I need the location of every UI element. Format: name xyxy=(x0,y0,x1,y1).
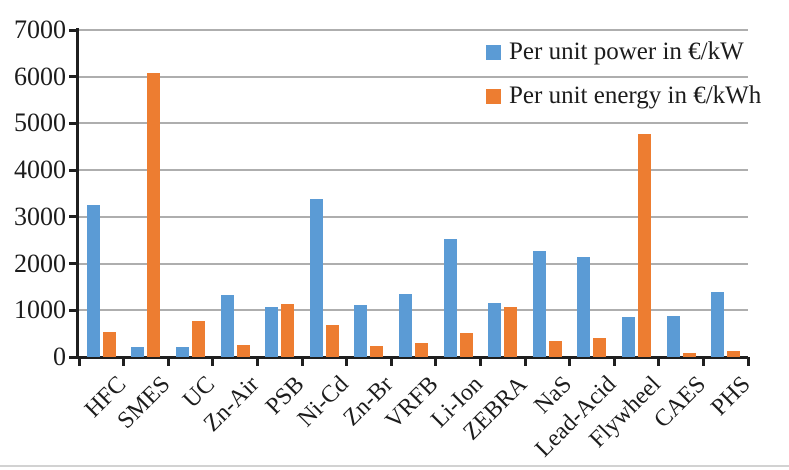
bar-energy-HFC xyxy=(102,331,116,357)
bar-power-UC xyxy=(176,346,189,357)
gridline-7000 xyxy=(79,29,748,31)
y-tick-3000 xyxy=(69,215,79,219)
legend: Per unit power in €/kW Per unit energy i… xyxy=(486,38,761,126)
gridline-3000 xyxy=(79,215,748,218)
x-axis-tick xyxy=(434,357,438,366)
gridline-4000 xyxy=(79,169,748,172)
x-axis-tick xyxy=(166,357,170,366)
y-tick-5000 xyxy=(69,121,79,125)
y-tick-label-1000: 1000 xyxy=(14,295,66,325)
bar-power-Lead-Acid xyxy=(577,256,591,357)
y-tick-label-0: 0 xyxy=(53,342,66,371)
bar-energy-Zn-Air xyxy=(236,345,250,357)
x-axis-tick xyxy=(568,357,572,366)
bar-energy-Li-Ion xyxy=(459,333,473,357)
bar-power-SMES xyxy=(131,346,145,357)
bar-power-VRFB xyxy=(399,293,412,357)
bar-energy-SMES xyxy=(147,72,161,357)
bar-power-Flywheel xyxy=(622,317,635,357)
legend-item-energy: Per unit energy in €/kWh xyxy=(486,82,761,110)
bar-power-HFC xyxy=(86,205,100,357)
y-tick-0 xyxy=(69,355,79,359)
y-tick-6000 xyxy=(69,75,79,79)
figure-bottom-border xyxy=(0,465,789,467)
bar-energy-NaS xyxy=(548,340,562,357)
gridline-6000 xyxy=(79,75,748,78)
gridline-1000 xyxy=(79,309,748,312)
bar-energy-Flywheel xyxy=(638,133,651,357)
y-tick-2000 xyxy=(69,262,79,266)
y-tick-1000 xyxy=(69,308,79,312)
y-axis-line xyxy=(76,28,79,359)
bar-power-PSB xyxy=(265,306,279,357)
bar-power-PHS xyxy=(711,292,725,357)
x-axis-tick xyxy=(77,357,81,366)
gridline-5000 xyxy=(79,122,748,125)
bar-energy-PHS xyxy=(727,351,741,357)
x-axis-tick xyxy=(701,357,705,366)
x-axis-tick xyxy=(300,357,304,366)
x-axis-tick xyxy=(523,357,527,366)
bar-power-CAES xyxy=(666,315,680,357)
y-tick-label-6000: 6000 xyxy=(14,61,66,91)
x-axis-tick xyxy=(122,357,126,366)
bar-power-ZEBRA xyxy=(488,303,502,357)
bar-energy-Zn-Br xyxy=(370,346,384,357)
bar-energy-UC xyxy=(192,321,205,357)
x-axis-tick xyxy=(612,357,616,366)
bar-energy-PSB xyxy=(281,304,295,357)
x-axis-label-Ni-Cd: Ni-Cd xyxy=(293,371,354,433)
legend-label-energy: Per unit energy in €/kWh xyxy=(509,82,762,109)
bar-energy-Lead-Acid xyxy=(593,338,607,357)
legend-swatch-power-icon xyxy=(486,44,501,60)
x-axis-tick xyxy=(345,357,349,366)
bar-energy-Ni-Cd xyxy=(325,324,339,357)
x-axis-label-CAES: CAES xyxy=(649,371,711,434)
bar-power-Zn-Air xyxy=(220,294,234,357)
legend-label-power: Per unit power in €/kW xyxy=(509,38,744,65)
x-axis-label-PHS: PHS xyxy=(705,371,756,421)
legend-swatch-energy-icon xyxy=(486,88,501,104)
bar-power-Li-Ion xyxy=(443,239,457,357)
y-tick-4000 xyxy=(69,168,79,172)
x-axis-tick xyxy=(255,357,259,366)
bar-power-Zn-Br xyxy=(354,304,368,357)
x-axis-tick xyxy=(211,357,215,366)
x-axis-line xyxy=(76,356,748,359)
x-axis-tick xyxy=(657,357,661,366)
y-tick-label-2000: 2000 xyxy=(14,248,66,278)
gridline-2000 xyxy=(79,262,748,265)
y-tick-label-3000: 3000 xyxy=(14,201,66,231)
y-tick-label-4000: 4000 xyxy=(14,155,66,185)
y-tick-7000 xyxy=(69,28,79,32)
x-axis-tick xyxy=(389,357,393,366)
x-axis-tick xyxy=(478,357,482,366)
bar-power-NaS xyxy=(532,251,546,357)
bar-energy-ZEBRA xyxy=(504,306,518,357)
x-axis-tick xyxy=(746,357,750,366)
y-tick-label-7000: 7000 xyxy=(14,15,66,44)
y-tick-label-5000: 5000 xyxy=(14,108,66,138)
bar-energy-CAES xyxy=(682,353,696,357)
legend-item-power: Per unit power in €/kW xyxy=(486,38,761,66)
bar-power-Ni-Cd xyxy=(309,199,323,357)
bar-energy-VRFB xyxy=(415,342,428,357)
